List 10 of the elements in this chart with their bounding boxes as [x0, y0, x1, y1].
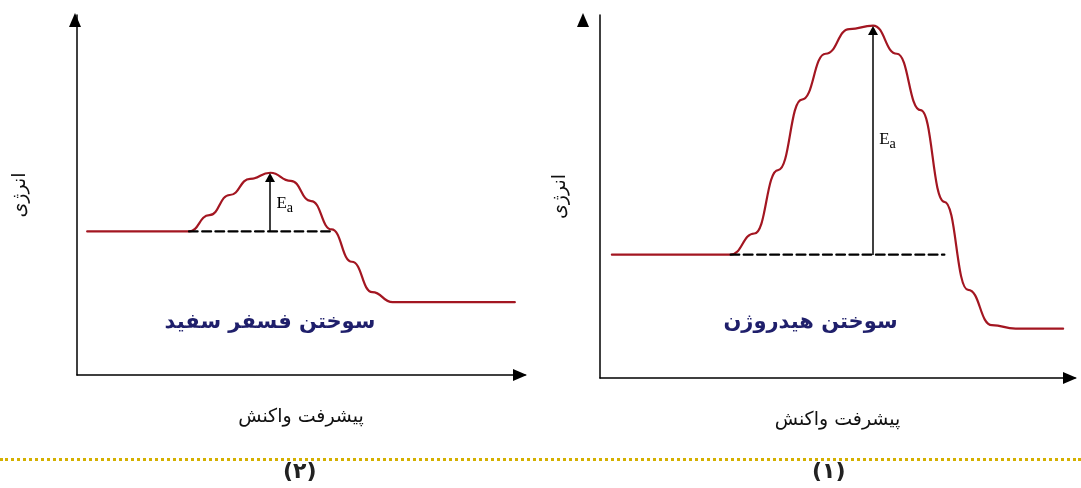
y-axis-title: انرژی — [6, 172, 30, 218]
text: سوختن هیدروژن — [723, 308, 898, 333]
annotation: E$_{a}$ — [276, 193, 294, 217]
annotation: E$_{a}$ — [879, 128, 896, 153]
x-axis-title: پیشرفت واکنش — [238, 403, 364, 427]
text: (۱) — [812, 458, 846, 483]
text: (۲) — [283, 458, 317, 483]
text: سوختن فسفر سفید — [164, 308, 376, 333]
x-axis-title: پیشرفت واکنش — [774, 406, 901, 430]
y-axis-title: انرژی — [546, 173, 570, 220]
